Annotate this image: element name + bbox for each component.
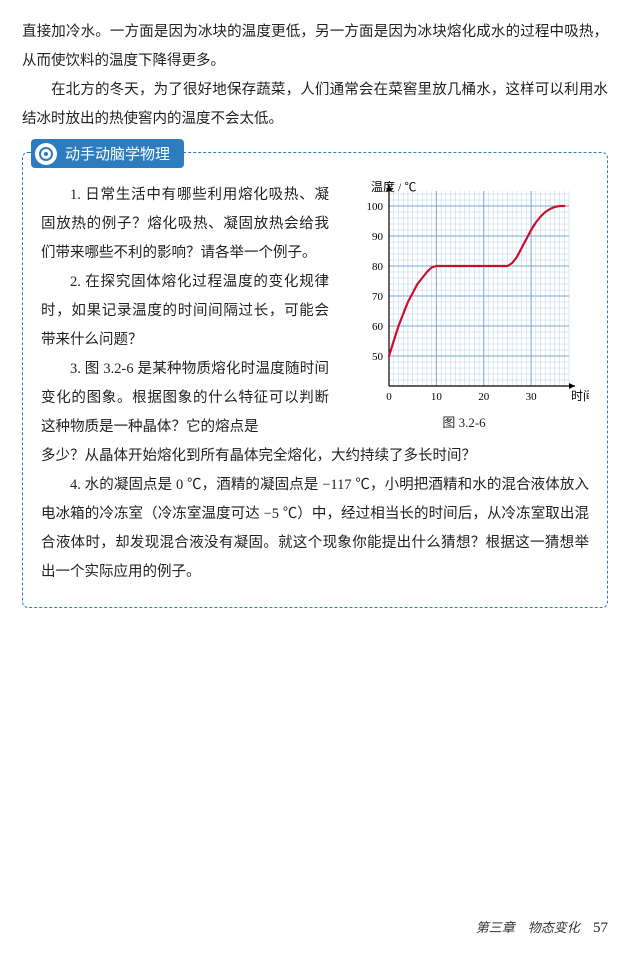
chart-column: 0 10 20 30 50 60 70 80 90 100 温度 / ℃ 时间/min 图 3.2-6 [339, 181, 589, 442]
questions-left: 1. 日常生活中有哪些利用熔化吸热、凝固放热的例子？熔化吸热、凝固放热会给我们带… [41, 181, 329, 442]
melting-chart: 0 10 20 30 50 60 70 80 90 100 温度 / ℃ 时间/min [339, 181, 589, 406]
svg-text:温度 / ℃: 温度 / ℃ [371, 181, 416, 194]
box-title-badge: 动手动脑学物理 [31, 139, 184, 168]
svg-text:60: 60 [372, 321, 384, 333]
svg-text:0: 0 [386, 391, 392, 403]
q3b: 多少？从晶体开始熔化到所有晶体完全熔化，大约持续了多长时间？ [41, 442, 589, 471]
svg-text:30: 30 [526, 391, 538, 403]
page-footer: 第三章 物态变化 57 [476, 917, 608, 937]
svg-text:时间/min: 时间/min [571, 389, 589, 403]
q2: 2. 在探究固体熔化过程温度的变化规律时，如果记录温度的时间间隔过长，可能会带来… [41, 268, 329, 355]
svg-text:90: 90 [372, 231, 384, 243]
svg-text:80: 80 [372, 261, 384, 273]
svg-text:20: 20 [478, 391, 490, 403]
svg-text:50: 50 [372, 351, 384, 363]
svg-text:10: 10 [431, 391, 443, 403]
exercise-box: 动手动脑学物理 1. 日常生活中有哪些利用熔化吸热、凝固放热的例子？熔化吸热、凝… [22, 152, 608, 608]
q4: 4. 水的凝固点是 0 ℃，酒精的凝固点是 −117 ℃，小明把酒精和水的混合液… [41, 471, 589, 587]
box-content-row: 1. 日常生活中有哪些利用熔化吸热、凝固放热的例子？熔化吸热、凝固放热会给我们带… [41, 181, 589, 442]
svg-text:100: 100 [367, 201, 384, 213]
svg-text:70: 70 [372, 291, 384, 303]
chart-caption: 图 3.2-6 [339, 412, 589, 431]
intro-p2: 在北方的冬天，为了很好地保存蔬菜，人们通常会在菜窖里放几桶水，这样可以利用水结冰… [22, 76, 608, 134]
intro-p1: 直接加冷水。一方面是因为冰块的温度更低，另一方面是因为冰块熔化成水的过程中吸热，… [22, 18, 608, 76]
footer-chapter: 第三章 物态变化 [476, 920, 580, 935]
questions-full: 多少？从晶体开始熔化到所有晶体完全熔化，大约持续了多长时间？ 4. 水的凝固点是… [41, 442, 589, 587]
target-icon [35, 143, 57, 165]
intro-text: 直接加冷水。一方面是因为冰块的温度更低，另一方面是因为冰块熔化成水的过程中吸热，… [22, 18, 608, 134]
footer-page: 57 [593, 920, 608, 936]
q3a: 3. 图 3.2-6 是某种物质熔化时温度随时间变化的图象。根据图象的什么特征可… [41, 355, 329, 442]
box-title-text: 动手动脑学物理 [65, 146, 170, 163]
q1: 1. 日常生活中有哪些利用熔化吸热、凝固放热的例子？熔化吸热、凝固放热会给我们带… [41, 181, 329, 268]
